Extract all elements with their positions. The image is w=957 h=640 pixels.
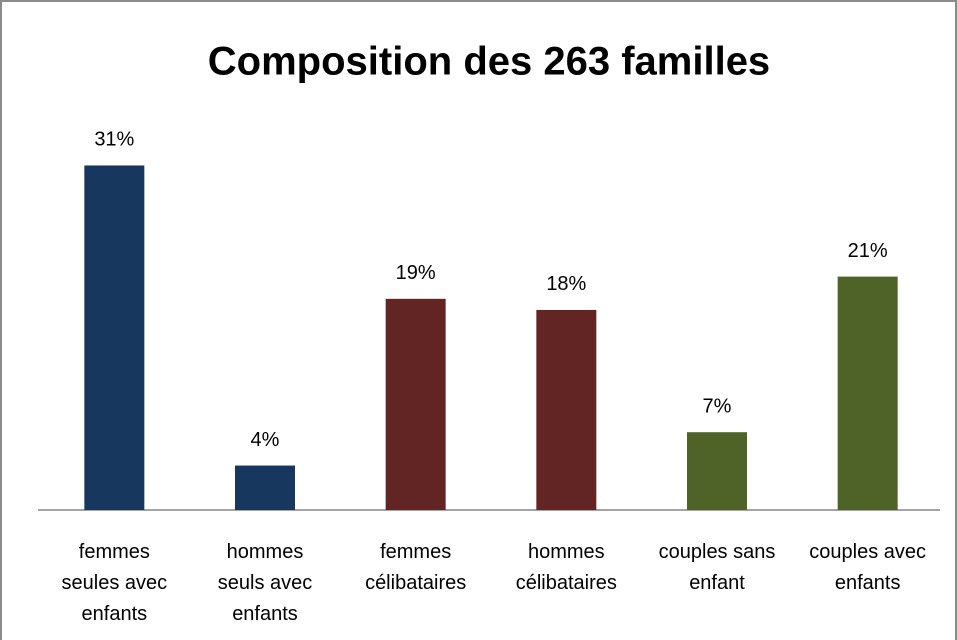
x-tick-label: couples sans enfant	[658, 541, 776, 594]
x-tick-label: femmes seules avec enfants	[61, 541, 168, 625]
bar	[235, 465, 295, 510]
x-tick-label: couples avec enfants	[809, 541, 927, 594]
data-label: 4%	[251, 429, 280, 451]
x-tick-label: hommes seuls avec enfants	[217, 541, 313, 625]
chart-title: Composition des 263 familles	[208, 40, 770, 84]
bar	[687, 432, 747, 510]
data-label: 7%	[703, 395, 732, 417]
bar	[536, 309, 597, 510]
data-label: 21%	[848, 240, 888, 262]
bar	[84, 165, 145, 510]
data-label: 19%	[396, 262, 436, 284]
bar	[385, 298, 446, 510]
data-label: 18%	[546, 273, 586, 295]
x-tick-label: hommes célibataires	[515, 541, 617, 594]
bar	[837, 276, 898, 510]
data-label: 31%	[94, 129, 134, 151]
x-tick-label: femmes célibataires	[365, 541, 467, 594]
